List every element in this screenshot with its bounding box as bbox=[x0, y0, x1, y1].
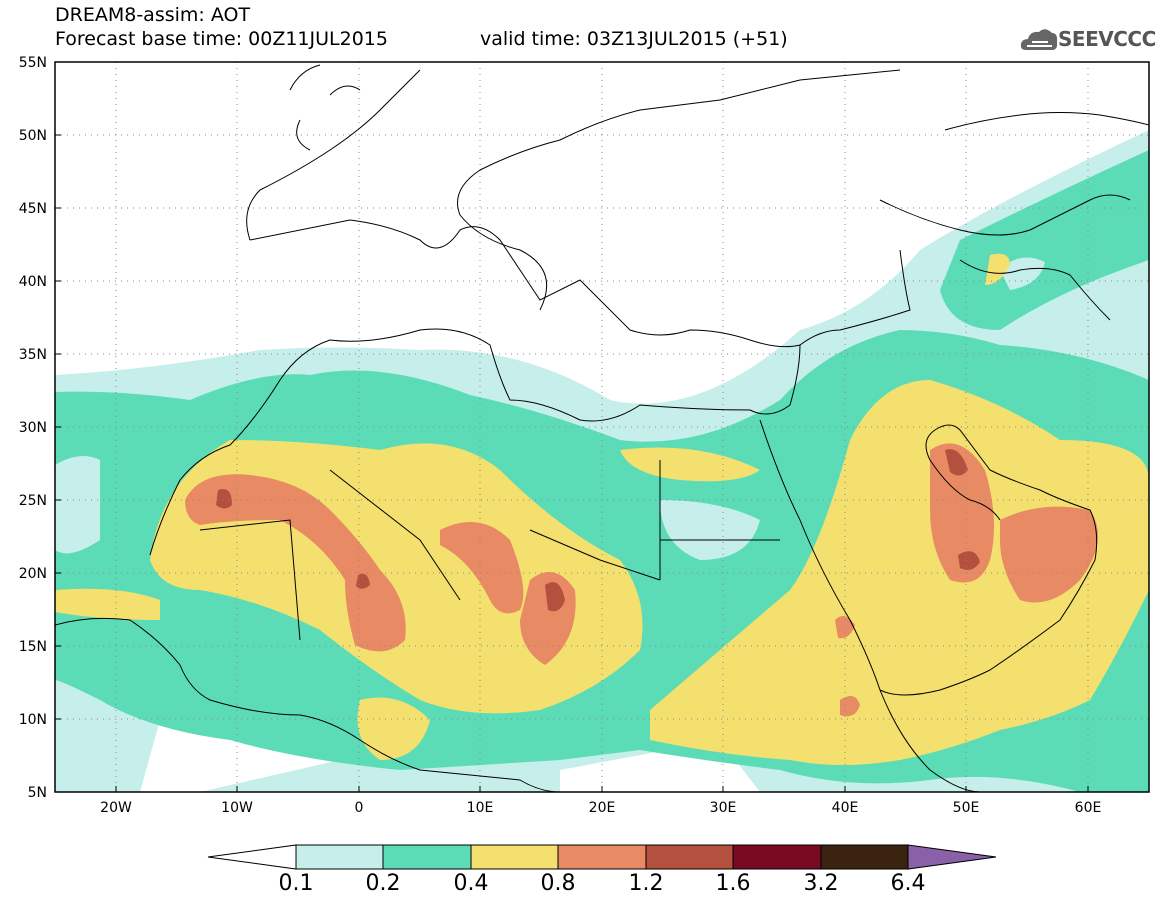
colorbar-segment bbox=[820, 844, 909, 870]
forecast-base-time: Forecast base time: 00Z11JUL2015 bbox=[55, 28, 388, 50]
lat-label: 40N bbox=[19, 274, 47, 290]
lat-label: 50N bbox=[19, 128, 47, 144]
coastlines bbox=[55, 64, 1149, 792]
colorbar-segment-above bbox=[907, 844, 997, 870]
aot-level-1.2 bbox=[216, 489, 232, 509]
lon-label: 20W bbox=[100, 800, 132, 816]
logo-text: SEEVCCC bbox=[1058, 27, 1156, 51]
lon-label: 50E bbox=[953, 800, 980, 816]
lat-label: 45N bbox=[19, 201, 47, 217]
lat-label: 10N bbox=[19, 712, 47, 728]
colorbar-label: 0.1 bbox=[278, 871, 314, 896]
lat-label: 55N bbox=[19, 55, 47, 71]
lon-label: 10E bbox=[467, 800, 494, 816]
valid-time: valid time: 03Z13JUL2015 (+51) bbox=[480, 28, 788, 50]
lat-label: 35N bbox=[19, 347, 47, 363]
colorbar-label: 1.6 bbox=[715, 871, 751, 896]
aot-level-0.8 bbox=[185, 474, 406, 652]
lat-label: 25N bbox=[19, 493, 47, 509]
lon-label: 20E bbox=[589, 800, 616, 816]
lat-label: 15N bbox=[19, 639, 47, 655]
colorbar-label: 0.8 bbox=[540, 871, 576, 896]
colorbar-segment bbox=[382, 844, 472, 870]
lat-labels: 55N 50N 45N 40N 35N 30N 25N 20N 15N 10N … bbox=[19, 55, 47, 801]
colorbar-label: 1.2 bbox=[628, 871, 664, 896]
map-title: DREAM8-assim: AOT bbox=[55, 4, 251, 26]
colorbar bbox=[207, 844, 997, 870]
lon-label: 10W bbox=[221, 800, 253, 816]
lon-label: 40E bbox=[832, 800, 859, 816]
lon-labels: 20W 10W 0 10E 20E 30E 40E 50E 60E bbox=[100, 800, 1101, 816]
lon-label: 30E bbox=[710, 800, 737, 816]
colorbar-label: 0.2 bbox=[365, 871, 401, 896]
lon-label: 0 bbox=[355, 800, 364, 816]
cloud-logo-icon bbox=[1020, 29, 1058, 50]
colorbar-segment bbox=[645, 844, 734, 870]
colorbar-segment bbox=[295, 844, 384, 870]
colorbar-segment bbox=[732, 844, 822, 870]
colorbar-segment-below bbox=[207, 844, 297, 870]
axis-ticks bbox=[55, 61, 1089, 793]
colorbar-label: 0.4 bbox=[453, 871, 489, 896]
lon-label: 60E bbox=[1075, 800, 1102, 816]
lat-label: 5N bbox=[28, 785, 47, 801]
colorbar-segment bbox=[470, 844, 559, 870]
graticule bbox=[55, 62, 1149, 792]
colorbar-label: 3.2 bbox=[803, 871, 839, 896]
lat-label: 20N bbox=[19, 566, 47, 582]
lat-label: 30N bbox=[19, 420, 47, 436]
colorbar-segment bbox=[557, 844, 647, 870]
colorbar-label: 6.4 bbox=[890, 871, 926, 896]
